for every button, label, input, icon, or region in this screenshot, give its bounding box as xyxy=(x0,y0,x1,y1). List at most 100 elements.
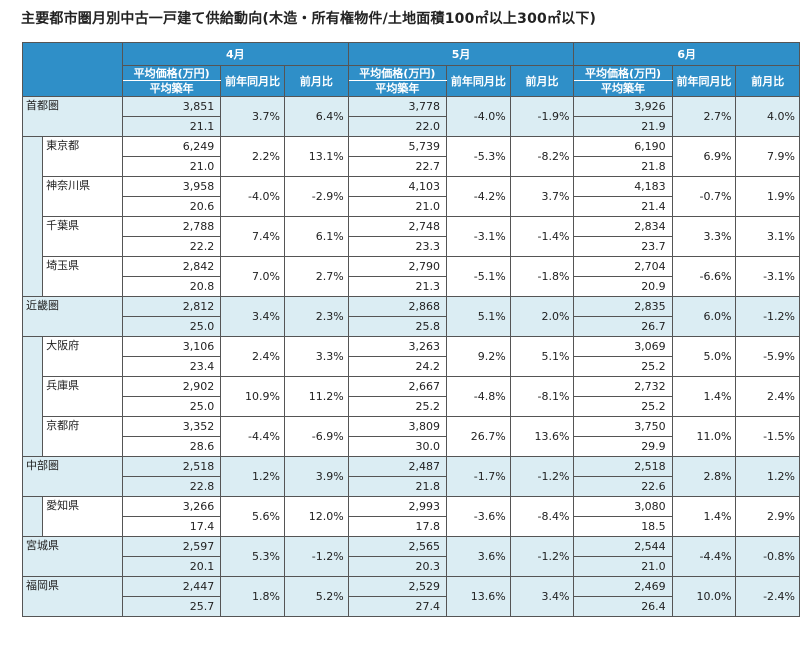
price-cell: 4,103 xyxy=(347,176,447,197)
mom-cell: -1.9% xyxy=(509,96,575,137)
yoy-cell: 6.0% xyxy=(671,296,737,337)
yoy-cell: 5.0% xyxy=(671,336,737,377)
month-header-4: 4月 xyxy=(121,42,349,66)
age-cell: 23.3 xyxy=(347,236,447,257)
mom-cell: 2.3% xyxy=(283,296,349,337)
table-row-age: 22.2 23.3 23.7 xyxy=(23,236,800,257)
yoy-cell: 1.4% xyxy=(671,496,737,537)
price-header: 平均価格(万円) xyxy=(573,65,673,81)
yoy-cell: -4.2% xyxy=(445,176,511,217)
mom-cell: -1.2% xyxy=(735,296,800,337)
yoy-cell: -4.0% xyxy=(445,96,511,137)
mom-cell: -5.9% xyxy=(735,336,800,377)
price-cell: 2,790 xyxy=(347,256,447,277)
price-cell: 3,352 xyxy=(121,416,222,437)
age-cell: 20.1 xyxy=(121,556,222,577)
mom-cell: -1.2% xyxy=(509,536,575,577)
price-cell: 3,750 xyxy=(573,416,673,437)
table-row-age: 28.6 30.0 29.9 xyxy=(23,436,800,457)
price-cell: 4,183 xyxy=(573,176,673,197)
region-label: 福岡県 xyxy=(22,576,123,617)
indent-cell xyxy=(21,256,44,297)
age-cell: 25.8 xyxy=(347,316,447,337)
corner-cell xyxy=(22,42,123,97)
yoy-cell: 7.0% xyxy=(220,256,285,297)
age-cell: 17.4 xyxy=(121,516,222,537)
age-cell: 23.7 xyxy=(573,236,673,257)
yoy-cell: 2.2% xyxy=(220,136,285,177)
prefecture-label: 埼玉県 xyxy=(42,256,123,297)
month-header-row: 4月 5月 6月 xyxy=(22,42,800,97)
yoy-cell: -5.1% xyxy=(445,256,511,297)
prefecture-label: 千葉県 xyxy=(42,216,123,257)
yoy-header: 前年同月比 xyxy=(220,65,285,97)
mom-cell: 6.1% xyxy=(283,216,349,257)
mom-cell: 3.9% xyxy=(283,456,349,497)
mom-cell: -8.4% xyxy=(509,496,575,537)
price-cell: 2,544 xyxy=(573,536,673,557)
table-row: 京都府 3,352 -4.4% -6.9% 3,809 26.7% 13.6% 3,750 11… xyxy=(21,416,800,457)
price-cell: 2,597 xyxy=(121,536,222,557)
indent-cell xyxy=(21,216,44,257)
table-row-age: 25.7 27.4 26.4 xyxy=(23,596,800,617)
yoy-cell: 3.6% xyxy=(445,536,511,577)
age-cell: 21.3 xyxy=(347,276,447,297)
mom-cell: 1.2% xyxy=(735,456,800,497)
age-cell: 21.0 xyxy=(573,556,673,577)
mom-cell: -2.4% xyxy=(735,576,800,617)
age-cell: 22.8 xyxy=(121,476,222,497)
prefecture-label: 東京都 xyxy=(42,136,123,177)
price-cell: 2,835 xyxy=(573,296,673,317)
yoy-cell: 10.9% xyxy=(220,376,285,417)
age-cell: 26.4 xyxy=(573,596,673,617)
table-row-age: 20.6 21.0 21.4 xyxy=(23,196,800,217)
mom-cell: 2.7% xyxy=(283,256,349,297)
price-cell: 2,667 xyxy=(347,376,447,397)
mom-cell: 11.2% xyxy=(283,376,349,417)
yoy-cell: 26.7% xyxy=(445,416,511,457)
yoy-cell: 7.4% xyxy=(220,216,285,257)
mom-header: 前月比 xyxy=(509,65,575,97)
indent-cell xyxy=(21,416,44,457)
mom-cell: 2.9% xyxy=(735,496,800,537)
price-cell: 3,069 xyxy=(573,336,673,357)
mom-cell: -1.2% xyxy=(283,536,349,577)
mom-cell: 6.4% xyxy=(283,96,349,137)
age-header: 平均築年 xyxy=(121,80,222,97)
region-label: 首都圏 xyxy=(22,96,123,137)
age-cell: 24.2 xyxy=(347,356,447,377)
price-cell: 3,266 xyxy=(121,496,222,517)
age-cell: 25.2 xyxy=(347,396,447,417)
age-cell: 26.7 xyxy=(573,316,673,337)
age-cell: 21.8 xyxy=(573,156,673,177)
yoy-cell: 10.0% xyxy=(671,576,737,617)
indent-cell xyxy=(21,176,44,217)
age-header: 平均築年 xyxy=(573,80,673,97)
yoy-cell: -0.7% xyxy=(671,176,737,217)
mom-cell: 4.0% xyxy=(735,96,800,137)
yoy-cell: -4.4% xyxy=(220,416,285,457)
region-label: 近畿圏 xyxy=(22,296,123,337)
mom-cell: 2.0% xyxy=(509,296,575,337)
table-row: 福岡県 2,447 1.8% 5.2% 2,529 13.6% 3.4% 2,469 10.0%… xyxy=(22,576,800,617)
yoy-cell: -1.7% xyxy=(445,456,511,497)
yoy-cell: -4.8% xyxy=(445,376,511,417)
mom-cell: -8.1% xyxy=(509,376,575,417)
price-header: 平均価格(万円) xyxy=(347,65,447,81)
table-row: 宮城県 2,597 5.3% -1.2% 2,565 3.6% -1.2% 2,544 -4.4… xyxy=(22,536,800,577)
mom-header: 前月比 xyxy=(735,65,800,97)
age-cell: 29.9 xyxy=(573,436,673,457)
age-cell: 21.1 xyxy=(121,116,222,137)
region-label: 宮城県 xyxy=(22,536,123,577)
price-cell: 3,080 xyxy=(573,496,673,517)
table-row-age: 22.8 21.8 22.6 xyxy=(23,476,800,497)
yoy-cell: 2.8% xyxy=(671,456,737,497)
mom-cell: 7.9% xyxy=(735,136,800,177)
yoy-cell: -4.0% xyxy=(220,176,285,217)
mom-cell: -1.4% xyxy=(509,216,575,257)
column-header-row: 平均価格(万円) 前年同月比 前月比 平均価格(万円) 前年同月比 前月比 平均… xyxy=(23,65,800,97)
age-cell: 27.4 xyxy=(347,596,447,617)
prefecture-label: 大阪府 xyxy=(42,336,123,377)
mom-cell: 13.1% xyxy=(283,136,349,177)
price-cell: 2,842 xyxy=(121,256,222,277)
